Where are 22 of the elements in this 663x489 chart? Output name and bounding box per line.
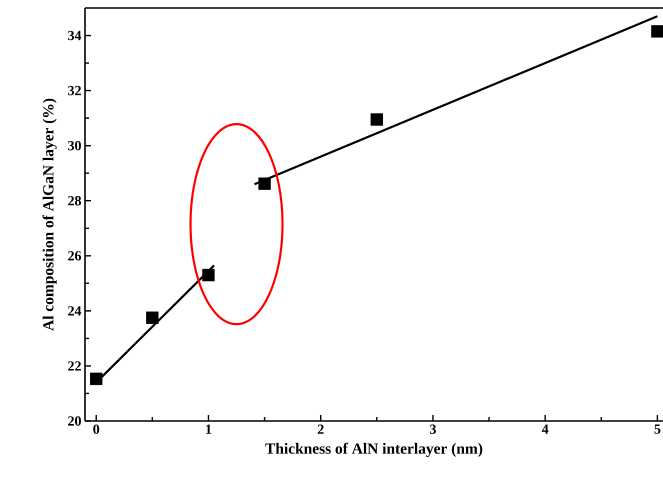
point <box>146 312 159 324</box>
x-tick-label: 2 <box>318 424 324 434</box>
y-tick-label: 20 <box>68 416 81 426</box>
point <box>651 25 663 38</box>
y-tick-label: 28 <box>68 196 82 206</box>
x-tick-label: 4 <box>542 424 548 434</box>
y-tick-label: 34 <box>68 30 82 40</box>
y-tick-label: 24 <box>68 306 82 316</box>
point <box>370 113 384 126</box>
x-tick-label: 1 <box>206 424 212 434</box>
y-tick-label: 32 <box>68 86 81 96</box>
point <box>258 177 271 190</box>
y-axis-title: Al composition of AlGaN layer (%) <box>42 98 57 331</box>
point <box>90 372 102 386</box>
y-tick-label: 26 <box>68 251 82 260</box>
x-tick-label: 5 <box>654 424 660 434</box>
y-tick-label: 30 <box>68 140 81 150</box>
x-axis-title: Thickness of AlN interlayer (nm) <box>265 442 482 457</box>
x-tick-label: 0 <box>93 424 100 434</box>
y-tick-label: 22 <box>68 361 81 371</box>
x-tick-label: 3 <box>430 424 436 434</box>
point <box>202 268 215 282</box>
